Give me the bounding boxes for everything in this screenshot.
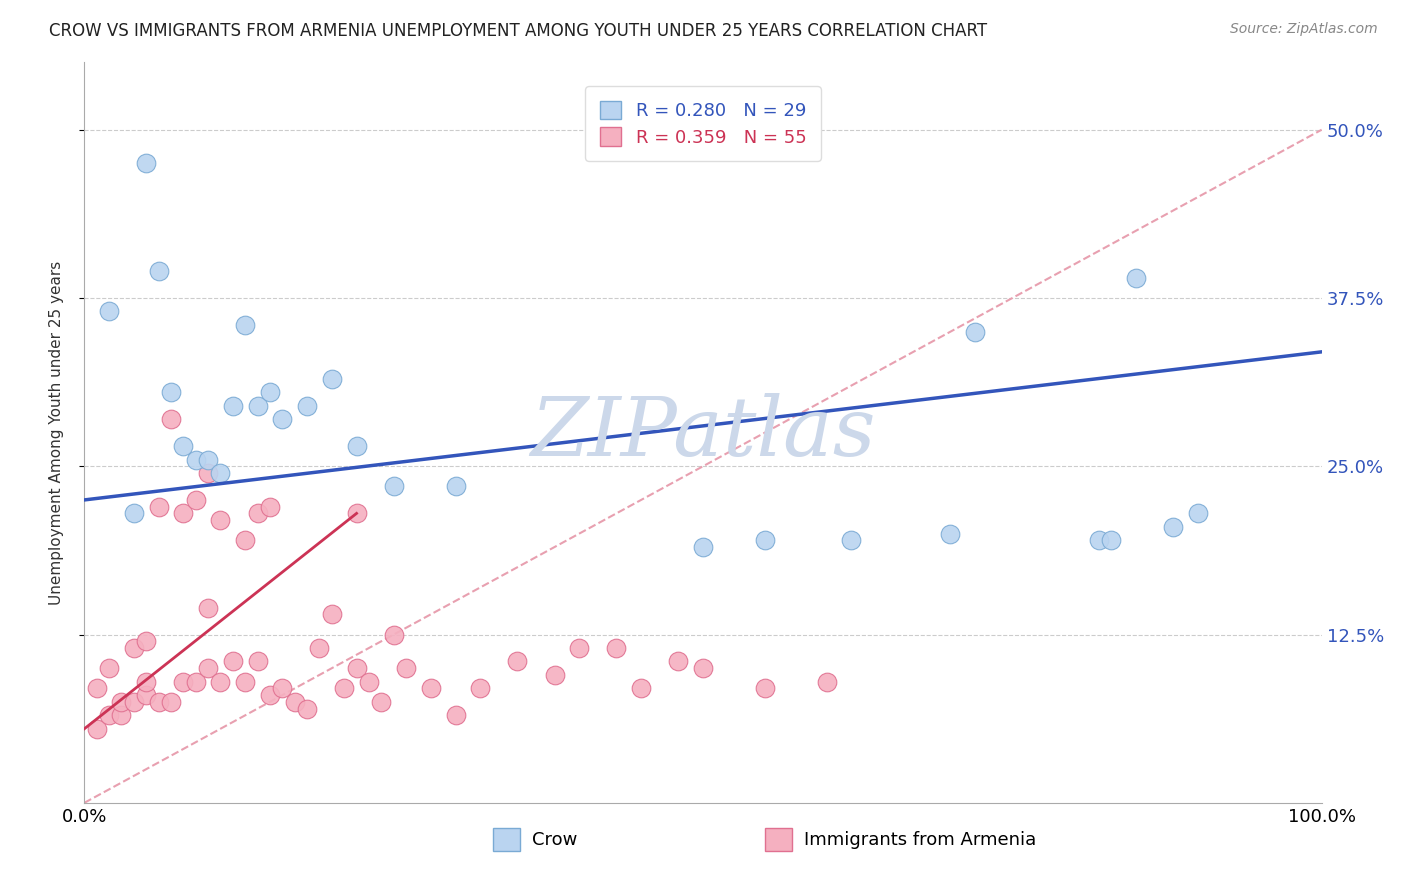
- Point: [184, 452, 207, 467]
- Point: [1088, 533, 1111, 548]
- Text: Immigrants from Armenia: Immigrants from Armenia: [804, 830, 1036, 848]
- Point: [197, 466, 219, 480]
- Point: [284, 695, 307, 709]
- Point: [815, 674, 838, 689]
- Point: [172, 439, 194, 453]
- Point: [346, 661, 368, 675]
- Legend: R = 0.280   N = 29, R = 0.359   N = 55: R = 0.280 N = 29, R = 0.359 N = 55: [585, 87, 821, 161]
- Point: [246, 655, 269, 669]
- Point: [184, 492, 207, 507]
- Bar: [492, 828, 520, 851]
- Point: [233, 533, 256, 548]
- Point: [209, 466, 232, 480]
- Point: [692, 540, 714, 554]
- Point: [568, 640, 591, 655]
- Point: [160, 412, 183, 426]
- Point: [605, 640, 627, 655]
- Point: [122, 640, 145, 655]
- Point: [939, 526, 962, 541]
- Point: [160, 695, 183, 709]
- Point: [209, 674, 232, 689]
- Point: [148, 500, 170, 514]
- Point: [357, 674, 380, 689]
- Point: [259, 385, 281, 400]
- Point: [1187, 507, 1209, 521]
- Point: [197, 600, 219, 615]
- Point: [506, 655, 529, 669]
- Point: [308, 640, 330, 655]
- Point: [135, 674, 157, 689]
- Point: [321, 607, 343, 622]
- Point: [754, 681, 776, 696]
- Point: [172, 507, 194, 521]
- Text: ZIPatlas: ZIPatlas: [530, 392, 876, 473]
- Point: [382, 479, 405, 493]
- Point: [110, 695, 132, 709]
- Point: [470, 681, 492, 696]
- Point: [259, 500, 281, 514]
- Point: [98, 304, 121, 318]
- Point: [666, 655, 689, 669]
- Point: [246, 507, 269, 521]
- Point: [98, 661, 121, 675]
- Point: [222, 399, 245, 413]
- Point: [98, 708, 121, 723]
- Point: [295, 701, 318, 715]
- Point: [1125, 270, 1147, 285]
- Text: Crow: Crow: [533, 830, 578, 848]
- Bar: [765, 828, 792, 851]
- Point: [135, 688, 157, 702]
- Point: [543, 668, 565, 682]
- Text: Source: ZipAtlas.com: Source: ZipAtlas.com: [1230, 22, 1378, 37]
- Point: [233, 674, 256, 689]
- Point: [197, 452, 219, 467]
- Point: [233, 318, 256, 332]
- Point: [295, 399, 318, 413]
- Y-axis label: Unemployment Among Youth under 25 years: Unemployment Among Youth under 25 years: [49, 260, 63, 605]
- Point: [86, 722, 108, 736]
- Point: [1161, 520, 1184, 534]
- Point: [110, 708, 132, 723]
- Point: [209, 513, 232, 527]
- Point: [184, 674, 207, 689]
- Point: [346, 507, 368, 521]
- Point: [754, 533, 776, 548]
- Point: [172, 674, 194, 689]
- Point: [692, 661, 714, 675]
- Point: [135, 634, 157, 648]
- Point: [841, 533, 863, 548]
- Point: [965, 325, 987, 339]
- Point: [271, 412, 294, 426]
- Point: [259, 688, 281, 702]
- Point: [321, 372, 343, 386]
- Point: [444, 479, 467, 493]
- Point: [346, 439, 368, 453]
- Point: [246, 399, 269, 413]
- Point: [395, 661, 418, 675]
- Point: [444, 708, 467, 723]
- Point: [122, 507, 145, 521]
- Point: [148, 695, 170, 709]
- Text: CROW VS IMMIGRANTS FROM ARMENIA UNEMPLOYMENT AMONG YOUTH UNDER 25 YEARS CORRELAT: CROW VS IMMIGRANTS FROM ARMENIA UNEMPLOY…: [49, 22, 987, 40]
- Point: [370, 695, 392, 709]
- Point: [382, 627, 405, 641]
- Point: [122, 695, 145, 709]
- Point: [148, 264, 170, 278]
- Point: [419, 681, 441, 696]
- Point: [160, 385, 183, 400]
- Point: [1099, 533, 1122, 548]
- Point: [630, 681, 652, 696]
- Point: [333, 681, 356, 696]
- Point: [197, 661, 219, 675]
- Point: [222, 655, 245, 669]
- Point: [271, 681, 294, 696]
- Point: [135, 156, 157, 170]
- Point: [86, 681, 108, 696]
